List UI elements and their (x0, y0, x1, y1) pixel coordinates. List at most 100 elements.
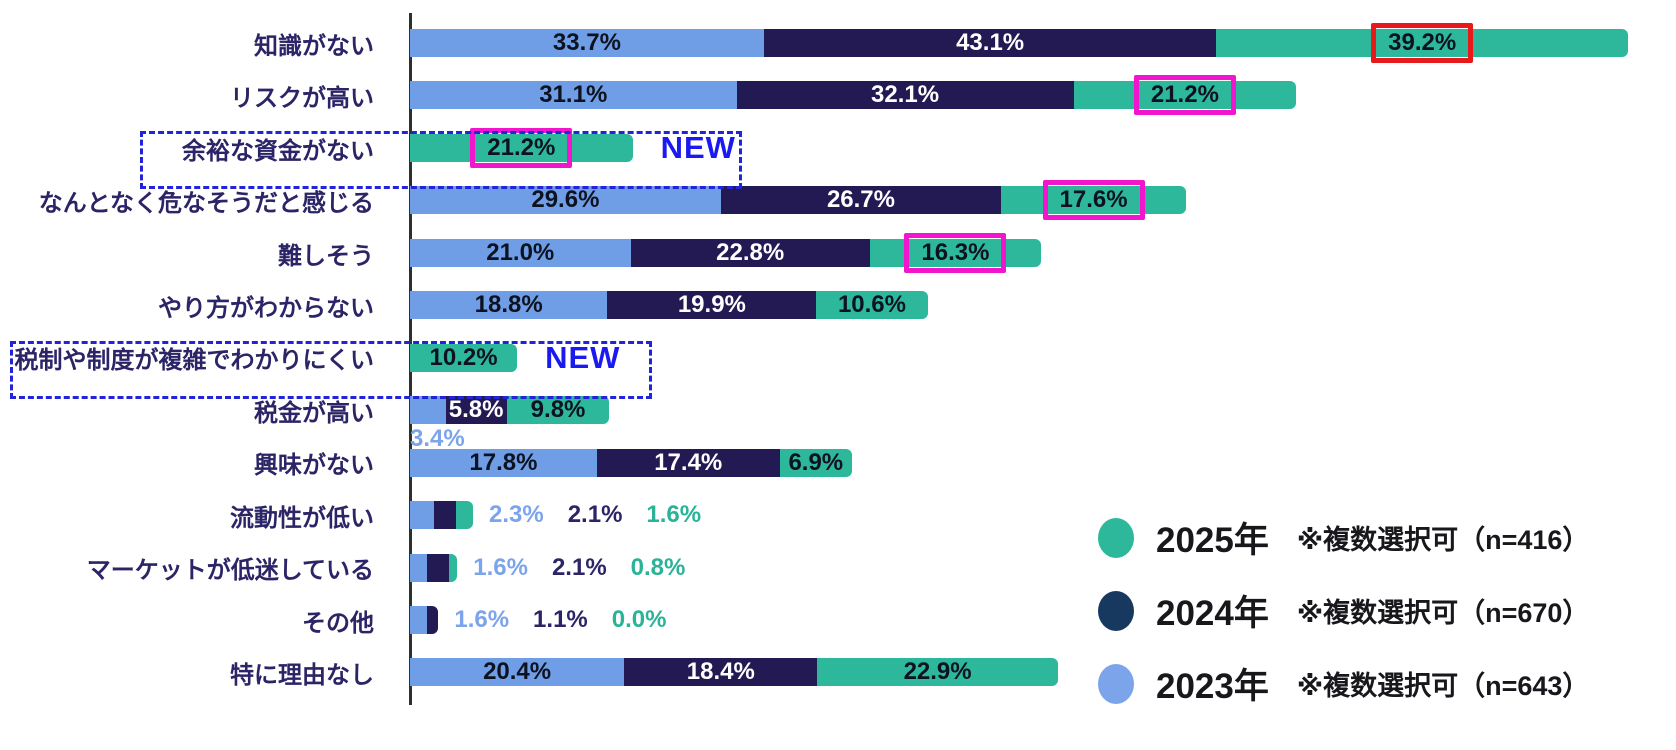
stacked-bar: 5.8% 9.8% (410, 396, 610, 425)
value-label: 19.9% (677, 291, 746, 319)
value-label: 18.8% (474, 291, 543, 319)
category-label: 特に理由なし (230, 662, 374, 690)
bar-segment-2024年 (426, 553, 449, 582)
stacked-bar (410, 501, 473, 530)
bar-row: 難しそう 21.0% 22.8% 16.3% (0, 227, 1676, 279)
value-label: 43.1% (956, 29, 1025, 56)
stacked-bar: 21.2% (410, 127, 633, 168)
highlighted-value-label: 21.2% (1133, 75, 1236, 116)
bar-segment-2024年 (426, 605, 439, 634)
bar-segment-2023年: 20.4% (410, 658, 625, 687)
value-label: 17.4% (654, 448, 723, 476)
value-label: 10.6% (837, 291, 906, 319)
bar-row: やり方がわからない 18.8% 19.9% 10.6% (0, 279, 1676, 331)
category-label: 余裕な資金がない (182, 137, 374, 165)
bar-segment-2023年 (410, 553, 427, 582)
bar-segment-2023年: 17.8% (410, 448, 597, 477)
stacked-bar: 17.8% 17.4% 6.9% (410, 448, 853, 477)
category-label: なんとなく危なそうだと感じる (38, 190, 374, 218)
bar-segment-2025年 (448, 553, 458, 582)
bar-row: 特に理由なし 20.4% 18.4% 22.9% (0, 646, 1676, 698)
category-label: 知識がない (254, 32, 374, 60)
bar-segment-2023年: 21.0% (410, 238, 631, 267)
stacked-bar: 33.7% 43.1% 39.2% (410, 23, 1628, 63)
legend-item: 2023年 ※複数選択可（n=643） (1098, 658, 1589, 709)
bar-segment-2024年: 17.4% (596, 448, 780, 477)
value-label-2025年: 0.8% (630, 553, 686, 581)
stacked-bar (410, 605, 439, 634)
value-label: 33.7% (552, 29, 621, 56)
bar-segment-2025年: 21.2% (410, 127, 633, 168)
value-label: 6.9% (788, 448, 844, 476)
bar-row: 知識がない 33.7% 43.1% 39.2% (0, 17, 1676, 69)
category-label: やり方がわからない (158, 294, 374, 322)
value-label: 26.7% (826, 186, 895, 214)
bar-segment-2023年 (410, 396, 446, 425)
legend-year-label: 2023年 (1156, 667, 1269, 706)
bar-row: リスクが高い 31.1% 32.1% 21.2% (0, 69, 1676, 121)
category-label: マーケットが低迷している (86, 557, 374, 585)
bar-row: 流動性が低い 2.3% 2.1% 1.6% (0, 489, 1676, 541)
value-label: 5.8% (448, 396, 504, 424)
value-label: 18.4% (686, 658, 755, 686)
bar-segment-2024年: 18.4% (624, 658, 818, 687)
value-label: 31.1% (539, 81, 608, 109)
value-label: 17.8% (469, 448, 538, 476)
value-label-2025年: 1.6% (646, 501, 702, 529)
bar-segment-2025年: 21.2% (1073, 75, 1297, 116)
bar-segment-2024年: 19.9% (607, 291, 817, 320)
legend-swatch-icon (1098, 517, 1134, 558)
legend-swatch-icon (1098, 590, 1134, 631)
value-label: 22.8% (716, 238, 785, 266)
bar-row: マーケットが低迷している 1.6% 2.1% 0.8% (0, 542, 1676, 594)
bar-segment-2024年 (434, 501, 457, 530)
value-label: 10.2% (429, 343, 498, 371)
category-label: 興味がない (254, 452, 374, 480)
stacked-bar: 31.1% 32.1% 21.2% (410, 75, 1297, 116)
value-label-2024年: 2.1% (567, 501, 623, 529)
bar-segment-2023年 (410, 605, 427, 634)
stacked-bar: 18.8% 19.9% 10.6% (410, 291, 928, 320)
bar-segment-2025年: 17.6% (1001, 180, 1186, 221)
value-label-2024年: 1.1% (533, 605, 588, 633)
stacked-bar: 20.4% 18.4% 22.9% (410, 658, 1058, 687)
outside-value-labels: 1.6% 2.1% 0.8% (473, 542, 685, 594)
bar-segment-2024年: 43.1% (763, 29, 1217, 57)
legend-year-label: 2024年 (1156, 594, 1269, 633)
stacked-bar: 10.2% (410, 343, 518, 372)
bar-segment-2025年: 6.9% (779, 448, 853, 477)
bar-segment-2024年: 26.7% (720, 186, 1002, 215)
value-label-2023年: 1.6% (473, 553, 528, 581)
bar-row: 税金が高い 5.8% 9.8% 3.4% (0, 384, 1676, 451)
value-label-2025年: 0.0% (611, 605, 667, 633)
bar-segment-2025年: 10.6% (816, 291, 928, 320)
legend-item: 2025年 ※複数選択可（n=416） (1098, 512, 1589, 563)
bar-segment-2025年 (456, 501, 473, 530)
new-row-outline (140, 130, 742, 189)
new-badge: NEW (545, 339, 621, 375)
bar-segment-2024年: 5.8% (445, 396, 507, 425)
category-label: リスクが高い (230, 85, 374, 113)
category-label: 難しそう (278, 242, 374, 270)
bar-segment-2025年: 9.8% (506, 396, 610, 425)
bar-segment-2024年: 22.8% (630, 238, 870, 267)
legend-note: ※複数選択可（n=416） (1296, 525, 1590, 555)
bar-row: 税制や制度が複雑でわかりにくい 10.2% NEW (0, 332, 1676, 384)
bar-segment-2023年 (410, 501, 435, 530)
bar-segment-2025年: 16.3% (869, 232, 1042, 273)
bar-row: その他 1.6% 1.1% 0.0% (0, 594, 1676, 646)
new-badge: NEW (660, 129, 736, 165)
bar-row: 余裕な資金がない 21.2% NEW (0, 122, 1676, 174)
legend-item: 2024年 ※複数選択可（n=670） (1098, 585, 1589, 636)
bar-segment-2025年: 22.9% (817, 658, 1058, 687)
bar-segment-2023年: 18.8% (410, 291, 608, 320)
value-label-2023年: 1.6% (454, 605, 510, 633)
value-label: 22.9% (903, 658, 972, 686)
stacked-bar: 21.0% 22.8% 16.3% (410, 232, 1042, 273)
legend-note: ※複数選択可（n=670） (1296, 598, 1590, 628)
value-label-2024年: 2.1% (551, 553, 607, 581)
value-label-2023年: 3.4% (410, 425, 465, 453)
category-label: 税金が高い (254, 399, 374, 427)
outside-value-labels: 2.3% 2.1% 1.6% (489, 489, 701, 541)
